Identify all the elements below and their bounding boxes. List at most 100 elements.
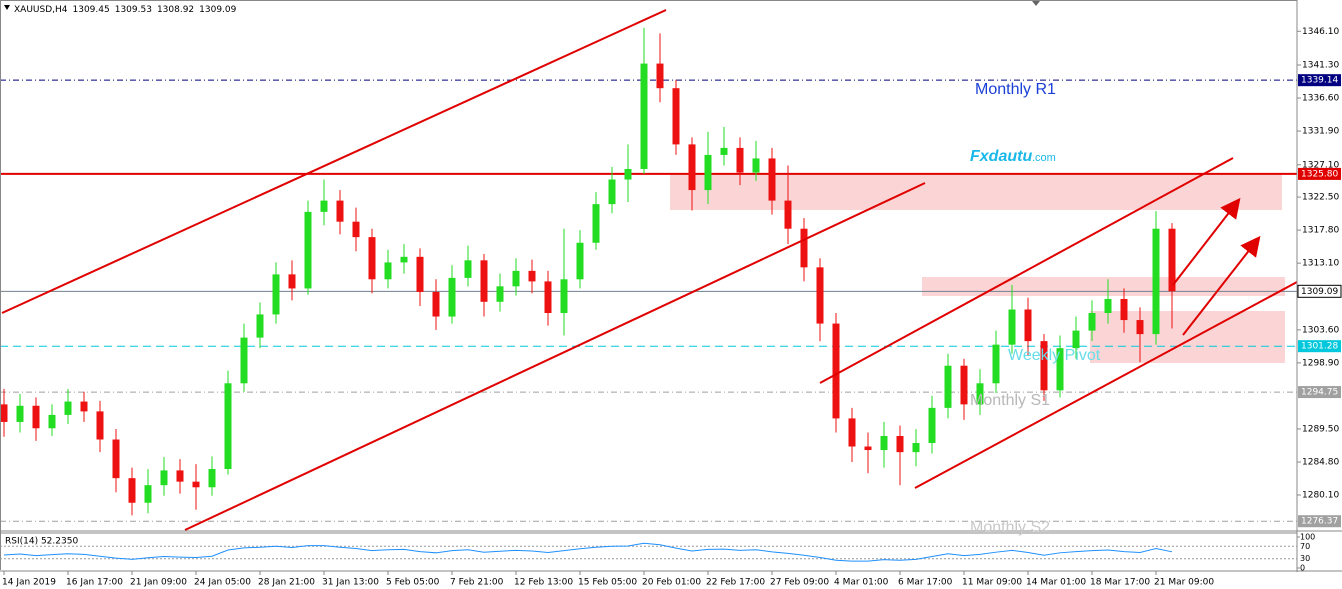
candle-body <box>16 405 24 422</box>
y-tick-label: 1284.80 <box>1302 457 1339 467</box>
candle-body <box>704 154 712 191</box>
candle-body <box>1072 330 1080 349</box>
candle-body <box>64 401 72 415</box>
candle-body <box>208 469 216 488</box>
level-label: 1339.14 <box>1301 76 1338 86</box>
arrow <box>1172 197 1241 286</box>
candle-body <box>48 414 56 429</box>
candle-body <box>592 204 600 243</box>
candle-body <box>640 63 648 169</box>
x-tick-label: 11 Mar 09:00 <box>962 578 1022 588</box>
level-label-box <box>1297 284 1342 298</box>
candle-body <box>352 221 360 238</box>
candle-body <box>1088 313 1096 331</box>
candle-body <box>1136 320 1144 335</box>
level-label-box <box>1298 515 1341 528</box>
candle-body <box>496 286 504 302</box>
x-tick-label: 18 Mar 17:00 <box>1090 578 1150 588</box>
candle-body <box>528 270 536 282</box>
level-label-box <box>1298 167 1341 180</box>
candle-body <box>848 418 856 447</box>
candle-body <box>256 314 264 338</box>
candle-body <box>320 200 328 212</box>
candle-body <box>32 405 40 429</box>
candle-body <box>1104 298 1112 314</box>
trend-line <box>819 157 1234 384</box>
x-tick-label: 22 Feb 17:00 <box>706 578 765 588</box>
annotation: Weekly Pivot <box>1008 347 1101 364</box>
candle-body <box>1024 309 1032 342</box>
x-tick-label: 7 Feb 21:00 <box>450 578 504 588</box>
header-value: 1309.53 <box>115 5 152 15</box>
annotation: Monthly S2 <box>970 519 1050 536</box>
y-tick-label: 1322.50 <box>1302 193 1339 203</box>
symbol-marker <box>4 5 10 10</box>
candle-body <box>736 147 744 173</box>
candle-body <box>80 401 88 412</box>
arrow <box>1182 235 1261 336</box>
x-tick-label: 21 Mar 09:00 <box>1154 578 1214 588</box>
level-label-box <box>1298 74 1341 87</box>
level-label: 1294.75 <box>1301 388 1338 398</box>
level-label: 1325.80 <box>1301 169 1338 179</box>
candle-body <box>512 270 520 287</box>
candle-body <box>1040 341 1048 391</box>
y-tick-label: 1289.50 <box>1302 424 1339 434</box>
x-tick-label: 5 Feb 05:00 <box>386 578 440 588</box>
x-tick-label: 14 Mar 01:00 <box>1026 578 1086 588</box>
candle-body <box>1056 348 1064 391</box>
candle-body <box>384 262 392 280</box>
rsi-tick-label: 70 <box>1300 542 1310 551</box>
x-tick-label: 27 Feb 09:00 <box>770 578 829 588</box>
candle-body <box>304 211 312 289</box>
rsi-label: RSI(14) 52.2350 <box>5 537 78 547</box>
annotation: Monthly S1 <box>970 392 1050 409</box>
candle-body <box>544 281 552 314</box>
x-tick-label: 20 Feb 01:00 <box>642 578 701 588</box>
x-tick-label: 24 Jan 05:00 <box>194 578 251 588</box>
candle-body <box>832 323 840 419</box>
candle-body <box>656 63 664 89</box>
y-tick-label: 1331.90 <box>1302 127 1339 137</box>
header-value: 1308.92 <box>157 5 194 15</box>
candle-body <box>432 291 440 317</box>
symbol: XAUUSD,H4 <box>14 5 68 15</box>
candle-body <box>336 200 344 222</box>
candle-body <box>480 260 488 302</box>
y-tick-label: 1298.90 <box>1302 358 1339 368</box>
candle-body <box>800 228 808 268</box>
candle-body <box>720 147 728 155</box>
candle-body <box>112 439 120 479</box>
candle-body <box>240 337 248 384</box>
resistance-zone <box>922 277 1285 296</box>
candle-body <box>1152 228 1160 335</box>
candle-body <box>192 481 200 488</box>
y-tick-label: 1327.10 <box>1302 160 1339 170</box>
trend-line <box>914 281 1298 489</box>
candle-body <box>816 267 824 324</box>
candle-body <box>752 158 760 173</box>
trend-line <box>184 182 926 531</box>
x-tick-label: 14 Jan 2019 <box>2 578 56 588</box>
candle-body <box>976 383 984 405</box>
supply-zone <box>670 174 1282 210</box>
candle-body <box>1120 298 1128 321</box>
y-tick-label: 1303.60 <box>1302 325 1339 335</box>
candle-body <box>560 279 568 314</box>
candle-body <box>912 443 920 453</box>
rsi-tick-label: 100 <box>1300 533 1315 542</box>
y-tick-label: 1346.10 <box>1302 27 1339 37</box>
candle-body <box>880 435 888 451</box>
candle-body <box>688 144 696 191</box>
annotation: Monthly R1 <box>975 81 1056 98</box>
annotation: Fxdautu <box>970 148 1032 165</box>
trend-line <box>1 9 667 314</box>
x-tick-label: 21 Jan 09:00 <box>130 578 187 588</box>
level-label: 1276.37 <box>1301 517 1338 527</box>
x-tick-label: 4 Mar 01:00 <box>834 578 889 588</box>
candle-body <box>400 256 408 263</box>
x-tick-label: 15 Feb 05:00 <box>578 578 637 588</box>
candle-body <box>896 435 904 453</box>
x-tick-label: 6 Mar 17:00 <box>898 578 953 588</box>
